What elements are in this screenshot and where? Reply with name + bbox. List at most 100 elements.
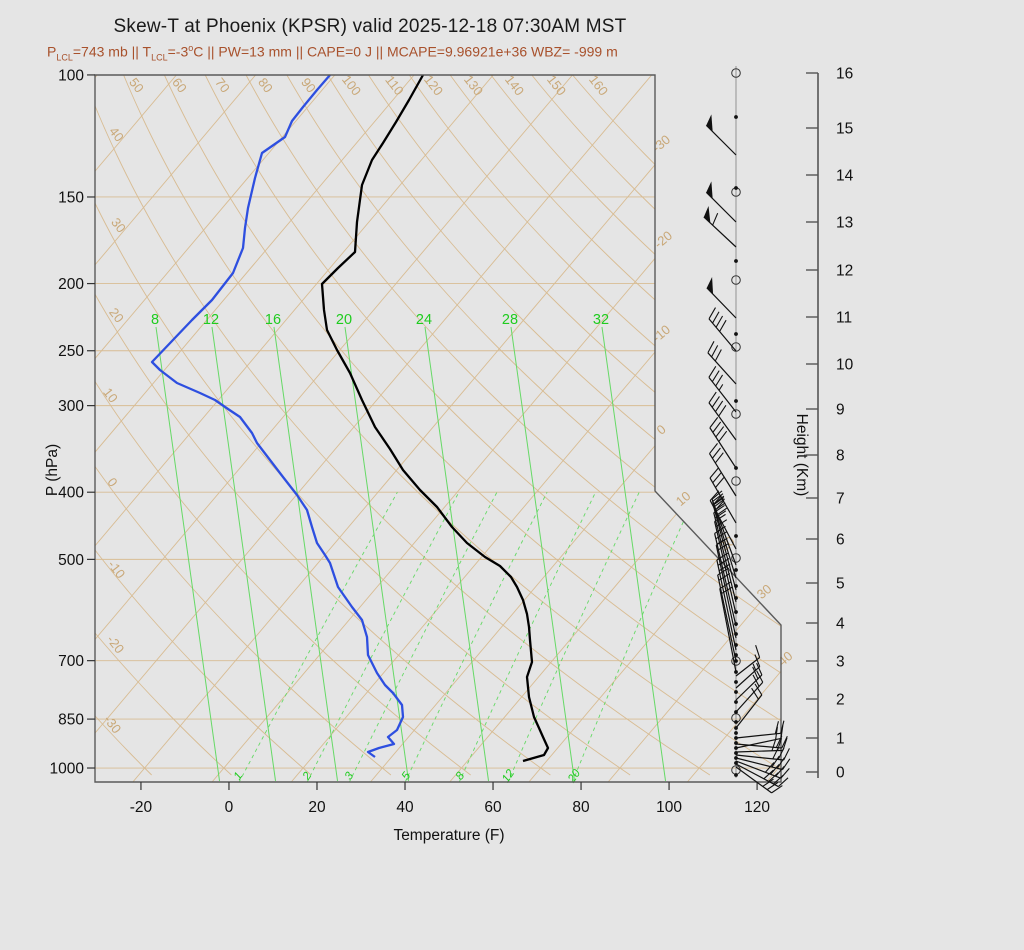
wind-barb-full xyxy=(756,662,763,676)
wind-barb xyxy=(708,307,737,352)
wind-barb-shaft xyxy=(703,216,737,248)
pressure-tick-label: 100 xyxy=(58,67,84,84)
height-tick-label: 16 xyxy=(836,66,853,83)
moist-adiabat-label: 12 xyxy=(203,312,219,328)
wind-barb-full xyxy=(763,769,774,780)
wind-barb-pennant xyxy=(706,114,713,132)
height-tick-label: 1 xyxy=(836,731,845,748)
pressure-tick-label: 300 xyxy=(58,398,84,415)
moist-adiabat-line xyxy=(344,326,410,782)
dry-adiabat-line xyxy=(95,75,312,776)
wind-barb-full xyxy=(712,421,722,433)
dry-adiabat-line xyxy=(245,75,781,776)
height-axis-title: Height (Km) xyxy=(793,414,810,497)
stat-p-lcl-value: =743 mb || xyxy=(72,43,143,60)
mixing-ratio-line xyxy=(238,491,398,782)
wind-barb-full xyxy=(754,683,763,696)
wind-barb-full xyxy=(709,417,719,429)
wind-barb-full xyxy=(754,654,761,667)
wind-barb-shaft xyxy=(707,352,737,385)
temperature-tick-label: 60 xyxy=(484,799,502,816)
wind-station-dot xyxy=(734,568,738,572)
wind-barb-full xyxy=(712,497,725,506)
pressure-tick-label: 500 xyxy=(58,552,84,569)
wind-barb xyxy=(706,277,737,319)
wind-barb-full xyxy=(714,502,726,511)
height-tick-label: 4 xyxy=(836,616,845,633)
dry-adiabat-line xyxy=(123,75,781,776)
wind-barb-full xyxy=(711,370,720,382)
wind-barb-shaft xyxy=(708,376,737,413)
wind-barb-full xyxy=(712,493,724,502)
wind-station-circle xyxy=(731,275,741,285)
stat-t-lcl-sub: LCL xyxy=(151,52,168,63)
sounding-stats-line: PLCL=743 mb || TLCL=-3oC || PW=13 mm || … xyxy=(47,43,618,62)
wind-barb-full xyxy=(771,738,777,751)
wind-barb-shaft xyxy=(735,757,783,771)
wind-barb-full xyxy=(771,785,783,794)
dry-adiabat-line xyxy=(327,75,781,776)
wind-barb-shaft xyxy=(735,732,781,739)
wind-barb-half xyxy=(718,384,724,391)
wind-barb-half xyxy=(752,663,757,671)
height-tick-label: 12 xyxy=(836,263,853,280)
wind-barb-shaft xyxy=(735,681,764,713)
wind-barb-full xyxy=(718,572,731,581)
wind-barb xyxy=(708,391,737,441)
wind-barb-pennant xyxy=(703,205,711,224)
plot-border xyxy=(94,74,782,783)
page-title: Skew-T at Phoenix (KPSR) valid 2025-12-1… xyxy=(113,16,627,37)
wind-barb-full xyxy=(717,558,730,566)
wind-barb-full xyxy=(778,777,789,787)
wind-barb-full xyxy=(714,513,726,522)
wind-barb-full xyxy=(775,766,785,777)
wind-barb-full xyxy=(717,567,730,576)
dry-adiabat-line xyxy=(95,75,551,776)
wind-station-circle xyxy=(731,553,741,563)
wind-station-circle xyxy=(731,342,741,352)
wind-barb xyxy=(712,497,737,591)
wind-barb-full xyxy=(752,666,759,680)
wind-station-dot xyxy=(734,534,738,538)
height-tick-label: 2 xyxy=(836,692,845,709)
wind-barb-full xyxy=(711,396,720,408)
wind-barb-shaft xyxy=(719,588,737,673)
moist-adiabat-label: 24 xyxy=(416,312,432,328)
wind-barb-shaft xyxy=(708,402,737,441)
wind-barb xyxy=(735,683,763,729)
wind-barb-full xyxy=(756,670,764,683)
wind-station-dot xyxy=(734,680,738,684)
wind-station-circle xyxy=(731,68,741,78)
pressure-axis-title: P (hPa) xyxy=(44,444,61,496)
wind-station-dot xyxy=(734,720,738,724)
mixing-ratio-line xyxy=(306,491,460,782)
stat-p-lcl-sub: LCL xyxy=(56,52,73,63)
wind-barb-shaft xyxy=(735,694,763,729)
height-tick-label: 7 xyxy=(836,491,845,508)
isotherm-line xyxy=(95,75,494,782)
wind-barb-full xyxy=(715,374,724,387)
wind-barb-full xyxy=(762,778,774,787)
temperature-tick-label: -20 xyxy=(130,799,153,816)
wind-barb xyxy=(717,567,737,662)
wind-barb-full xyxy=(755,644,761,658)
wind-station-dot xyxy=(734,731,738,735)
dry-adiabat-line xyxy=(531,75,781,776)
mixing-ratio-line xyxy=(348,492,498,782)
wind-barb-full xyxy=(709,443,718,454)
wind-station-dot xyxy=(734,332,738,336)
wind-barb-shaft xyxy=(735,763,779,788)
wind-barb-full xyxy=(714,452,724,464)
dry-adiabat-line xyxy=(164,75,781,776)
wind-barb-full xyxy=(776,757,785,769)
wind-barb-full xyxy=(766,781,779,791)
moist-adiabat-label: 28 xyxy=(502,312,518,328)
wind-barb-full xyxy=(718,430,728,442)
wind-barb xyxy=(735,670,764,713)
wind-barb-full xyxy=(764,762,775,773)
wind-barb-full xyxy=(715,477,725,488)
dry-adiabat-line xyxy=(490,75,781,776)
mixing-ratio-line xyxy=(458,492,596,782)
